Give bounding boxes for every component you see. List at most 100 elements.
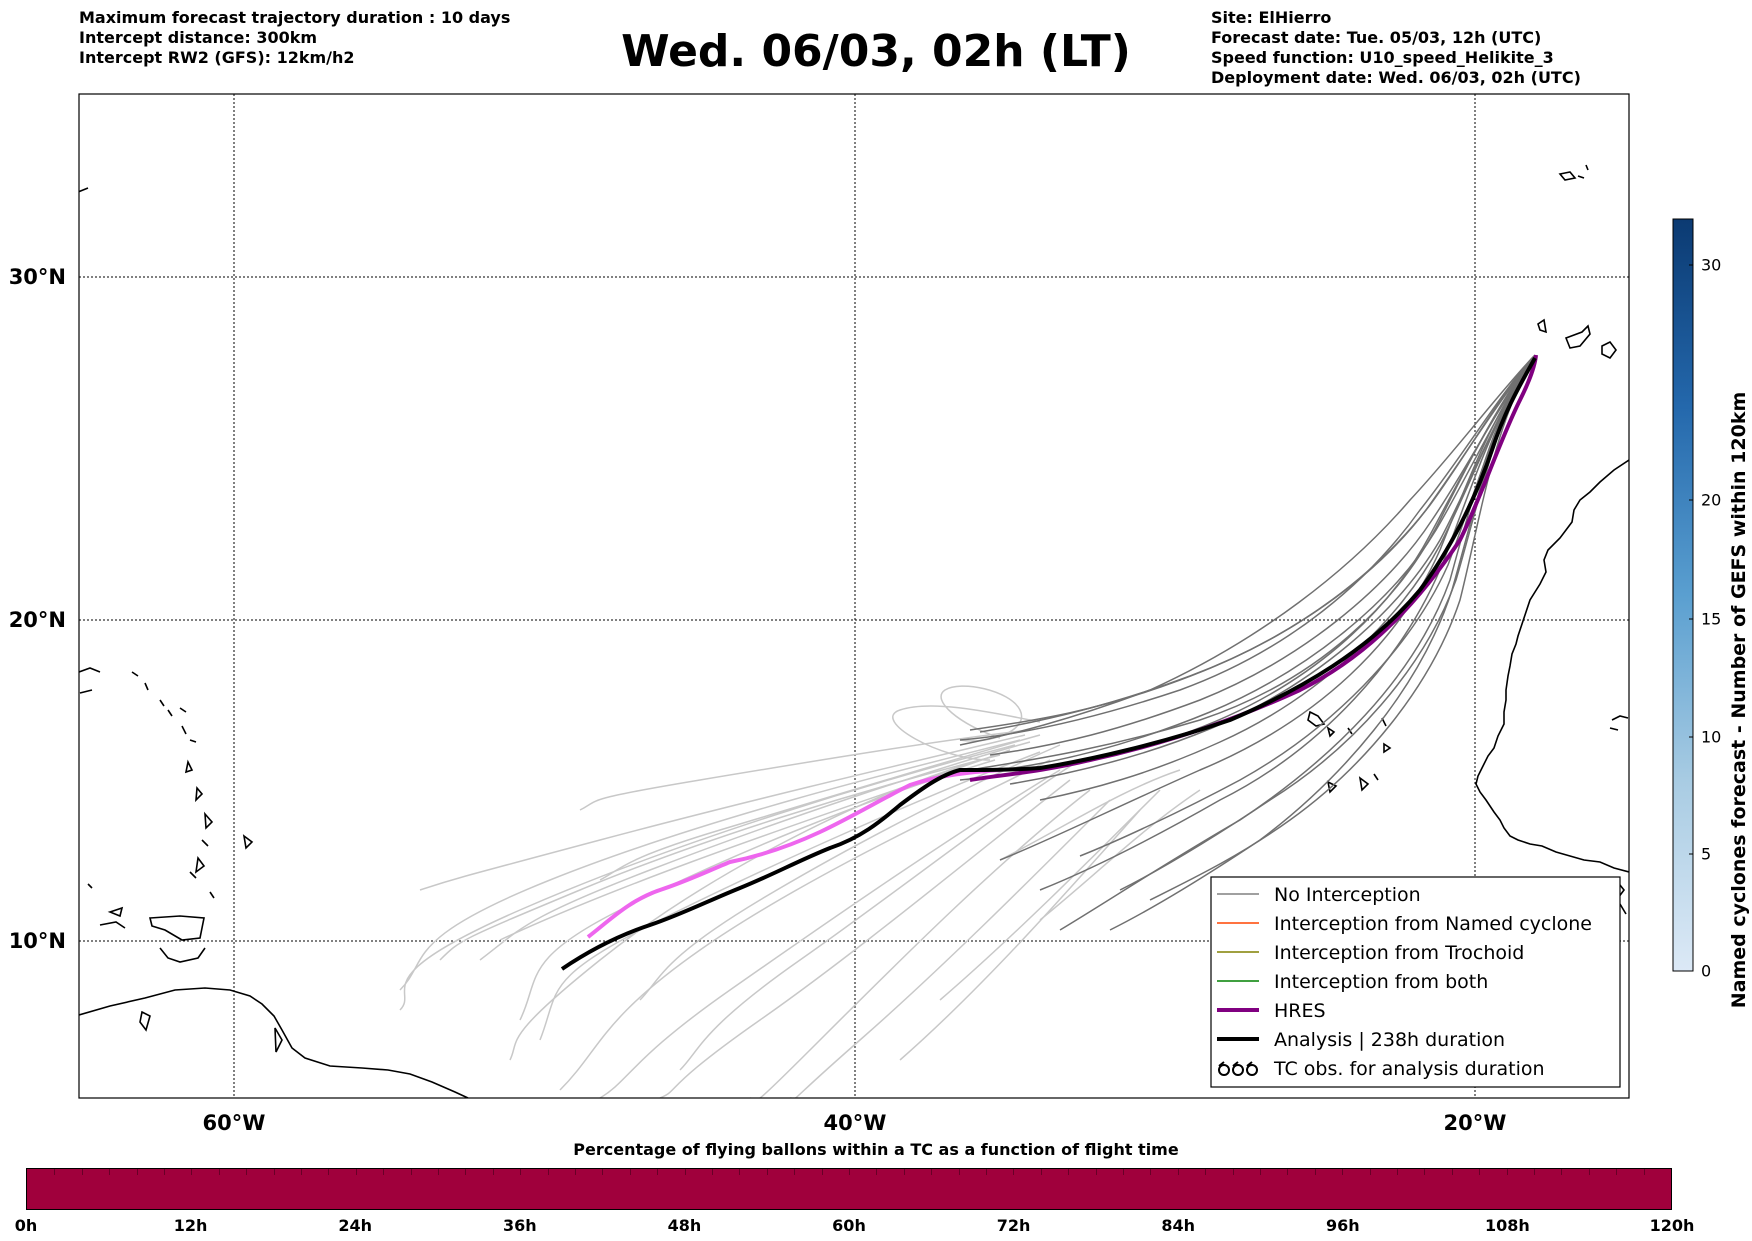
map-border [78, 93, 1630, 1099]
time-bar-segment-tick [1314, 1169, 1316, 1175]
antilles-islands [79, 187, 254, 899]
time-bar-segment-tick [1561, 1169, 1563, 1175]
time-bar-segment-tick [684, 1169, 686, 1175]
time-bar-segment-tick [383, 1169, 385, 1175]
cyclone-colorbar [1672, 218, 1694, 972]
legend-label-hres: HRES [1274, 1000, 1326, 1022]
time-label-36h: 36h [502, 1216, 537, 1235]
coastlines [79, 164, 1629, 1098]
legend: No Interception Interception from Named … [1210, 876, 1621, 1088]
time-bar-segment-tick [465, 1169, 467, 1175]
intercept-rw2-text: Intercept RW2 (GFS): 12km/h2 [79, 48, 355, 67]
trajectory-light [899, 809, 1141, 1061]
time-label-120h: 120h [1649, 1216, 1695, 1235]
analysis-trajectory [560, 357, 1537, 971]
colorbar-tick-0: 0 [1701, 961, 1712, 981]
time-label-24h: 24h [338, 1216, 373, 1235]
speed-function-text: Speed function: U10_speed_Helikite_3 [1211, 48, 1554, 67]
africa-islands [1609, 715, 1629, 915]
time-bar-segment-tick [547, 1169, 549, 1175]
trajectory-dark [959, 355, 1535, 746]
time-bar-segment-tick [1643, 1169, 1645, 1175]
time-bar-segment-tick [410, 1169, 412, 1175]
page-title: Wed. 06/03, 02h (LT) [621, 26, 1131, 77]
trajectory-light [579, 729, 1031, 811]
trajectory-dark [989, 359, 1534, 756]
time-bar-segment-tick [328, 1169, 330, 1175]
time-bar-segment-tick [1040, 1169, 1042, 1175]
time-bar-segment-tick [191, 1169, 193, 1175]
time-bar-segment-tick [1342, 1169, 1344, 1175]
max-duration-text: Maximum forecast trajectory duration : 1… [79, 8, 511, 27]
trajectory-loop [892, 705, 1041, 761]
forecast-date-text: Forecast date: Tue. 05/03, 12h (UTC) [1211, 28, 1542, 47]
legend-label-tc-obs: TC obs. for analysis duration [1273, 1058, 1545, 1080]
canary-islands [1537, 164, 1617, 360]
colorbar-tick-10: 10 [1701, 727, 1722, 747]
trajectory-light [439, 754, 1001, 961]
time-bar-segment-tick [1479, 1169, 1481, 1175]
colorbar-tick-30: 30 [1701, 255, 1722, 275]
trajectory-light [509, 759, 981, 1061]
trajectory-light [559, 759, 1051, 1091]
time-bar-segment-tick [849, 1169, 850, 1175]
time-bar-segment-tick [1177, 1169, 1179, 1175]
time-bar-segment-tick [958, 1169, 960, 1175]
time-bar-segment-tick [1260, 1169, 1261, 1175]
trajectory-dark [959, 357, 1533, 741]
time-bar [26, 1168, 1672, 1210]
colorbar-tick-20: 20 [1701, 490, 1722, 510]
trajectory-light [939, 789, 1161, 1001]
legend-label-both: Interception from both [1274, 971, 1488, 993]
time-bar-segment-tick [136, 1169, 138, 1175]
time-bar-segment-tick [1013, 1169, 1015, 1175]
cyclone-symbols-icon [1218, 1061, 1258, 1076]
trajectory-dark [1039, 361, 1533, 891]
time-bar-segment-tick [766, 1169, 768, 1175]
legend-label-trochoid: Interception from Trochoid [1274, 942, 1524, 964]
legend-label-analysis: Analysis | 238h duration [1274, 1029, 1505, 1051]
time-bar-segment-tick [246, 1169, 248, 1175]
time-bar-segment-tick [301, 1169, 302, 1175]
time-label-72h: 72h [996, 1216, 1031, 1235]
lat-label-20n: 20°N [9, 608, 66, 632]
time-label-60h: 60h [832, 1216, 866, 1235]
header-left: Maximum forecast trajectory duration : 1… [79, 8, 510, 68]
time-bar-segment-tick [931, 1169, 933, 1175]
lon-label-40w: 40°W [824, 1111, 887, 1135]
time-bar-segment-tick [575, 1169, 576, 1175]
time-bar-segment-tick [876, 1169, 878, 1175]
time-bar-segment-tick [1232, 1169, 1234, 1175]
hres-segment-light [586, 768, 1001, 939]
time-bar-segment-tick [273, 1169, 275, 1175]
lat-label-30n: 30°N [9, 265, 66, 289]
trajectory-light [539, 751, 1041, 1041]
time-bar-segment-tick [1397, 1169, 1398, 1175]
time-bar-segment-tick [1205, 1169, 1207, 1175]
time-bar-segment-tick [109, 1169, 111, 1175]
time-label-96h: 96h [1325, 1216, 1360, 1235]
time-bar-segment-tick [81, 1169, 83, 1175]
time-bar-segment-tick [1095, 1169, 1097, 1175]
time-bar-segment-tick [438, 1169, 439, 1175]
colorbar-ticks [1689, 264, 1693, 972]
time-bar-segment-tick [54, 1169, 56, 1175]
caribbean-coast [79, 667, 206, 963]
time-label-0h: 0h [14, 1216, 38, 1235]
time-bar-segment-tick [903, 1169, 905, 1175]
caribbean-islands-south [139, 1010, 283, 1053]
time-label-108h: 108h [1484, 1216, 1530, 1235]
time-bar-segment-tick [1424, 1169, 1426, 1175]
trajectory-light [679, 759, 1081, 1071]
legend-label-no-interception: No Interception [1274, 884, 1421, 906]
time-bar-segment-tick [218, 1169, 220, 1175]
time-bar-segment-tick [794, 1169, 796, 1175]
trajectory-light [750, 789, 1091, 1098]
time-bar-segment-tick [1150, 1169, 1152, 1175]
time-bar-segment-tick [629, 1169, 631, 1175]
legend-box [1210, 876, 1621, 1088]
trajectory-light [479, 741, 1031, 961]
time-bar-segment-tick [355, 1169, 357, 1175]
colorbar-gradient [1672, 218, 1694, 972]
time-bar-segment-tick [1068, 1169, 1070, 1175]
